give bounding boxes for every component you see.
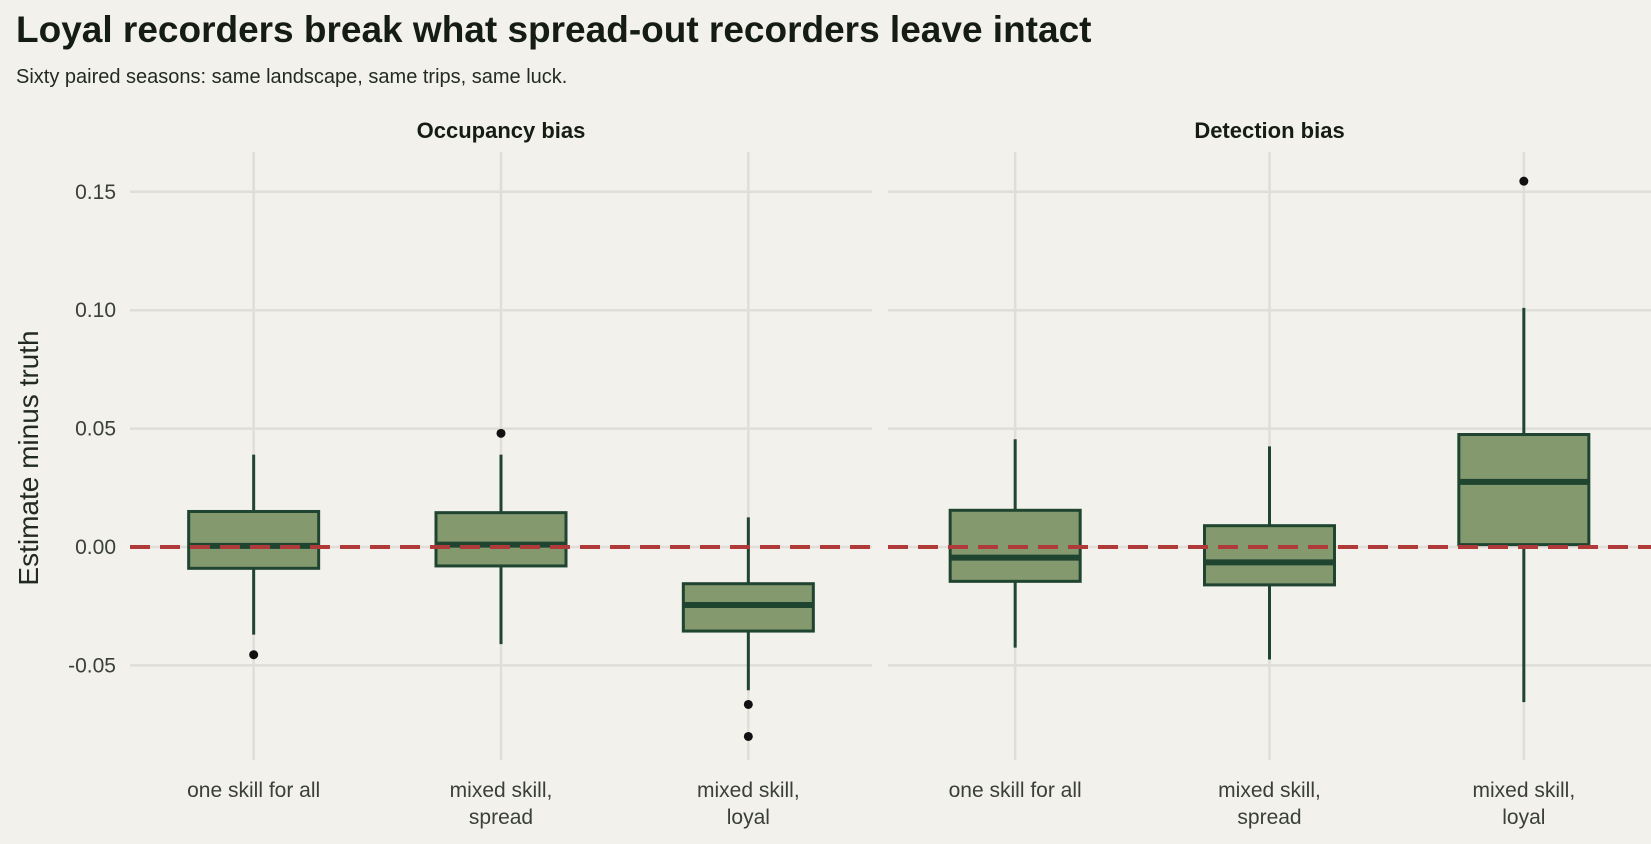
x-tick-label: mixed skill,: [1472, 779, 1575, 802]
y-tick-label: -0.05: [68, 654, 116, 677]
outlier-point: [1519, 176, 1529, 186]
panel-detection-bias: Detection bias one skill for all mixed ski…: [888, 118, 1651, 829]
y-tick-label: 0.05: [75, 418, 116, 441]
box-2: [434, 428, 568, 645]
panel-title: Detection bias: [1194, 118, 1344, 143]
x-tick-label: mixed skill,: [697, 779, 800, 802]
box-body: [434, 511, 568, 568]
box-body: [1457, 433, 1591, 547]
panel-occupancy-bias: Occupancy bias one skill for all mixed ski…: [130, 118, 872, 829]
x-tick-label: loyal: [1502, 806, 1545, 829]
x-tick-label: mixed skill,: [1218, 779, 1321, 802]
x-tick-label: one skill for all: [949, 779, 1082, 802]
outlier-point: [743, 699, 753, 709]
x-tick-label: spread: [469, 806, 533, 829]
y-tick-label: 0.10: [75, 299, 116, 322]
box-body: [187, 509, 321, 570]
box-3: [1457, 176, 1591, 703]
outlier-point: [249, 650, 259, 660]
chart-subtitle: Sixty paired seasons: same landscape, sa…: [16, 66, 567, 88]
x-tick-label: loyal: [727, 806, 770, 829]
box-3: [681, 517, 815, 741]
box-body: [1203, 524, 1336, 587]
y-axis-label: Estimate minus truth: [13, 330, 44, 585]
panel-title: Occupancy bias: [417, 118, 586, 143]
x-tick-label: one skill for all: [187, 779, 320, 802]
y-tick-label: 0.00: [75, 536, 116, 559]
x-tick-label: spread: [1237, 806, 1301, 829]
chart-title: Loyal recorders break what spread-out re…: [16, 9, 1091, 50]
box-2: [1203, 446, 1336, 660]
y-tick-label: 0.15: [75, 181, 116, 204]
outlier-point: [496, 428, 506, 438]
facet-panels: 0.15 0.10 0.05 0.00 -0.05 Occupancy bias one s…: [68, 118, 1651, 829]
x-tick-label: mixed skill,: [450, 779, 553, 802]
outlier-point: [743, 731, 753, 741]
